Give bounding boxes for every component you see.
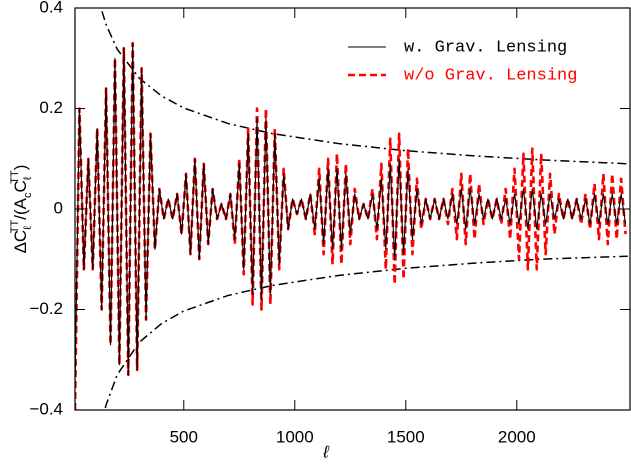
y-tick-label: 0.2 bbox=[39, 98, 63, 117]
x-tick-label: 1500 bbox=[387, 427, 425, 446]
y-tick-label: −0.2 bbox=[29, 299, 63, 318]
y-tick-label: 0 bbox=[54, 198, 63, 217]
x-tick-label: 500 bbox=[170, 427, 198, 446]
y-label-part: /(A bbox=[11, 197, 30, 219]
y-axis-label: ΔCℓTT/(AcCℓTT) bbox=[9, 165, 34, 254]
x-tick-label: 1000 bbox=[276, 427, 314, 446]
envelope-curve bbox=[104, 255, 628, 410]
y-tick-label: 0.4 bbox=[39, 0, 63, 16]
y-label-part: ℓ bbox=[22, 176, 34, 180]
envelope-curve bbox=[100, 8, 628, 165]
plot-area bbox=[75, 8, 628, 410]
x-tick-label: 2000 bbox=[498, 427, 536, 446]
y-label-part: TT bbox=[9, 170, 21, 184]
y-label-part: C bbox=[11, 180, 30, 192]
y-label-part: c bbox=[22, 192, 34, 198]
legend-label: w. Grav. Lensing bbox=[404, 38, 567, 57]
legend-label: w/o Grav. Lensing bbox=[404, 66, 577, 85]
x-axis-label: ℓ bbox=[322, 442, 329, 461]
y-tick-label: −0.4 bbox=[29, 399, 63, 418]
series-line bbox=[75, 41, 627, 410]
y-label-part: ) bbox=[11, 165, 30, 171]
series-line bbox=[75, 42, 627, 385]
y-label-part: ΔC bbox=[11, 230, 30, 254]
y-label-part: TT bbox=[9, 220, 21, 234]
y-label-part: ℓ bbox=[22, 226, 34, 230]
